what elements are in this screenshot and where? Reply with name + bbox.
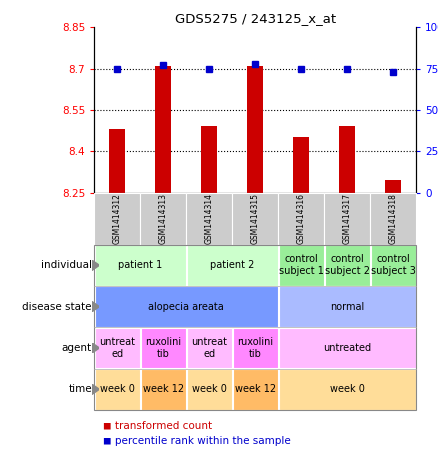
Text: GSM1414313: GSM1414313 bbox=[159, 193, 168, 244]
Text: patient 2: patient 2 bbox=[210, 260, 254, 270]
Bar bbox=[339, 126, 355, 193]
Text: week 12: week 12 bbox=[143, 384, 184, 394]
Bar bbox=[385, 180, 401, 193]
Text: ruxolini
tib: ruxolini tib bbox=[145, 337, 181, 359]
Text: ruxolini
tib: ruxolini tib bbox=[237, 337, 273, 359]
Polygon shape bbox=[92, 384, 99, 395]
Polygon shape bbox=[92, 301, 99, 312]
Text: GSM1414317: GSM1414317 bbox=[343, 193, 352, 244]
Text: agent: agent bbox=[62, 343, 92, 353]
Bar bbox=[155, 66, 171, 193]
Text: control
subject 3: control subject 3 bbox=[371, 255, 416, 276]
Text: ◼ transformed count: ◼ transformed count bbox=[103, 420, 212, 430]
Text: alopecia areata: alopecia areata bbox=[148, 302, 224, 312]
Bar bbox=[201, 126, 217, 193]
Text: week 0: week 0 bbox=[192, 384, 226, 394]
Text: individual: individual bbox=[41, 260, 92, 270]
Text: GSM1414318: GSM1414318 bbox=[389, 193, 398, 244]
Bar bbox=[247, 66, 263, 193]
Text: week 0: week 0 bbox=[100, 384, 134, 394]
Bar bbox=[293, 137, 309, 193]
Text: week 12: week 12 bbox=[235, 384, 276, 394]
Text: patient 1: patient 1 bbox=[118, 260, 162, 270]
Text: control
subject 2: control subject 2 bbox=[325, 255, 370, 276]
Text: normal: normal bbox=[330, 302, 364, 312]
Text: untreat
ed: untreat ed bbox=[99, 337, 135, 359]
Text: week 0: week 0 bbox=[330, 384, 364, 394]
Text: control
subject 1: control subject 1 bbox=[279, 255, 324, 276]
Text: ◼ percentile rank within the sample: ◼ percentile rank within the sample bbox=[103, 436, 291, 446]
Text: time: time bbox=[68, 384, 92, 394]
Text: GSM1414314: GSM1414314 bbox=[205, 193, 214, 244]
Text: GSM1414316: GSM1414316 bbox=[297, 193, 306, 244]
Text: GSM1414312: GSM1414312 bbox=[113, 193, 122, 244]
Bar bbox=[109, 129, 125, 193]
Text: disease state: disease state bbox=[22, 302, 92, 312]
Text: untreat
ed: untreat ed bbox=[191, 337, 227, 359]
Title: GDS5275 / 243125_x_at: GDS5275 / 243125_x_at bbox=[175, 12, 336, 24]
Text: untreated: untreated bbox=[323, 343, 371, 353]
Polygon shape bbox=[92, 342, 99, 353]
Text: GSM1414315: GSM1414315 bbox=[251, 193, 260, 244]
Polygon shape bbox=[92, 260, 99, 271]
